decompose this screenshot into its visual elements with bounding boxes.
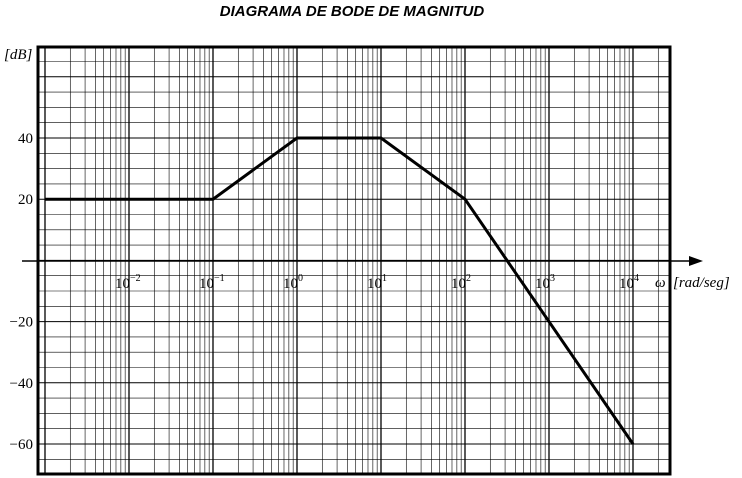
series-layer [45, 136, 635, 445]
x-tick-label: 10−2 [115, 273, 141, 292]
y-tick-label: −20 [10, 315, 33, 331]
x-axis-symbol: ω [655, 275, 666, 291]
x-tick-exponent: 4 [634, 273, 639, 284]
x-tick-label: 103 [535, 273, 555, 292]
x-tick-label: 104 [619, 273, 639, 292]
x-tick-base: 10 [199, 276, 214, 292]
x-tick-label: 100 [283, 273, 303, 292]
x-axis-arrow [689, 256, 703, 266]
x-tick-label: 101 [367, 273, 387, 292]
x-tick-label: 102 [451, 273, 471, 292]
y-tick-labels: 40 20 −20 −40 −60 [10, 131, 33, 453]
x-tick-labels: 10−2 10−1 100 101 102 103 104 [115, 273, 639, 292]
x-tick-base: 10 [367, 276, 382, 292]
y-tick-label: −40 [10, 376, 33, 392]
x-tick-exponent: 1 [382, 273, 387, 284]
x-tick-base: 10 [115, 276, 130, 292]
x-tick-base: 10 [451, 276, 466, 292]
chart-title: DIAGRAMA DE BODE DE MAGNITUD [220, 3, 485, 20]
x-tick-exponent: 3 [550, 273, 555, 284]
series-line [45, 136, 635, 445]
x-tick-exponent: −1 [214, 273, 225, 284]
x-tick-exponent: 0 [298, 273, 303, 284]
x-tick-base: 10 [619, 276, 634, 292]
x-tick-base: 10 [535, 276, 550, 292]
x-tick-base: 10 [283, 276, 298, 292]
x-tick-label: 10−1 [199, 273, 225, 292]
x-axis-unit: [rad/seg] [673, 275, 730, 291]
x-tick-exponent: 2 [466, 273, 471, 284]
y-tick-label: −60 [10, 437, 33, 453]
y-tick-label: 40 [18, 131, 33, 147]
y-tick-label: 20 [18, 192, 33, 208]
x-tick-exponent: −2 [130, 273, 141, 284]
axes [22, 256, 703, 266]
y-axis-label: [dB] [4, 47, 33, 63]
